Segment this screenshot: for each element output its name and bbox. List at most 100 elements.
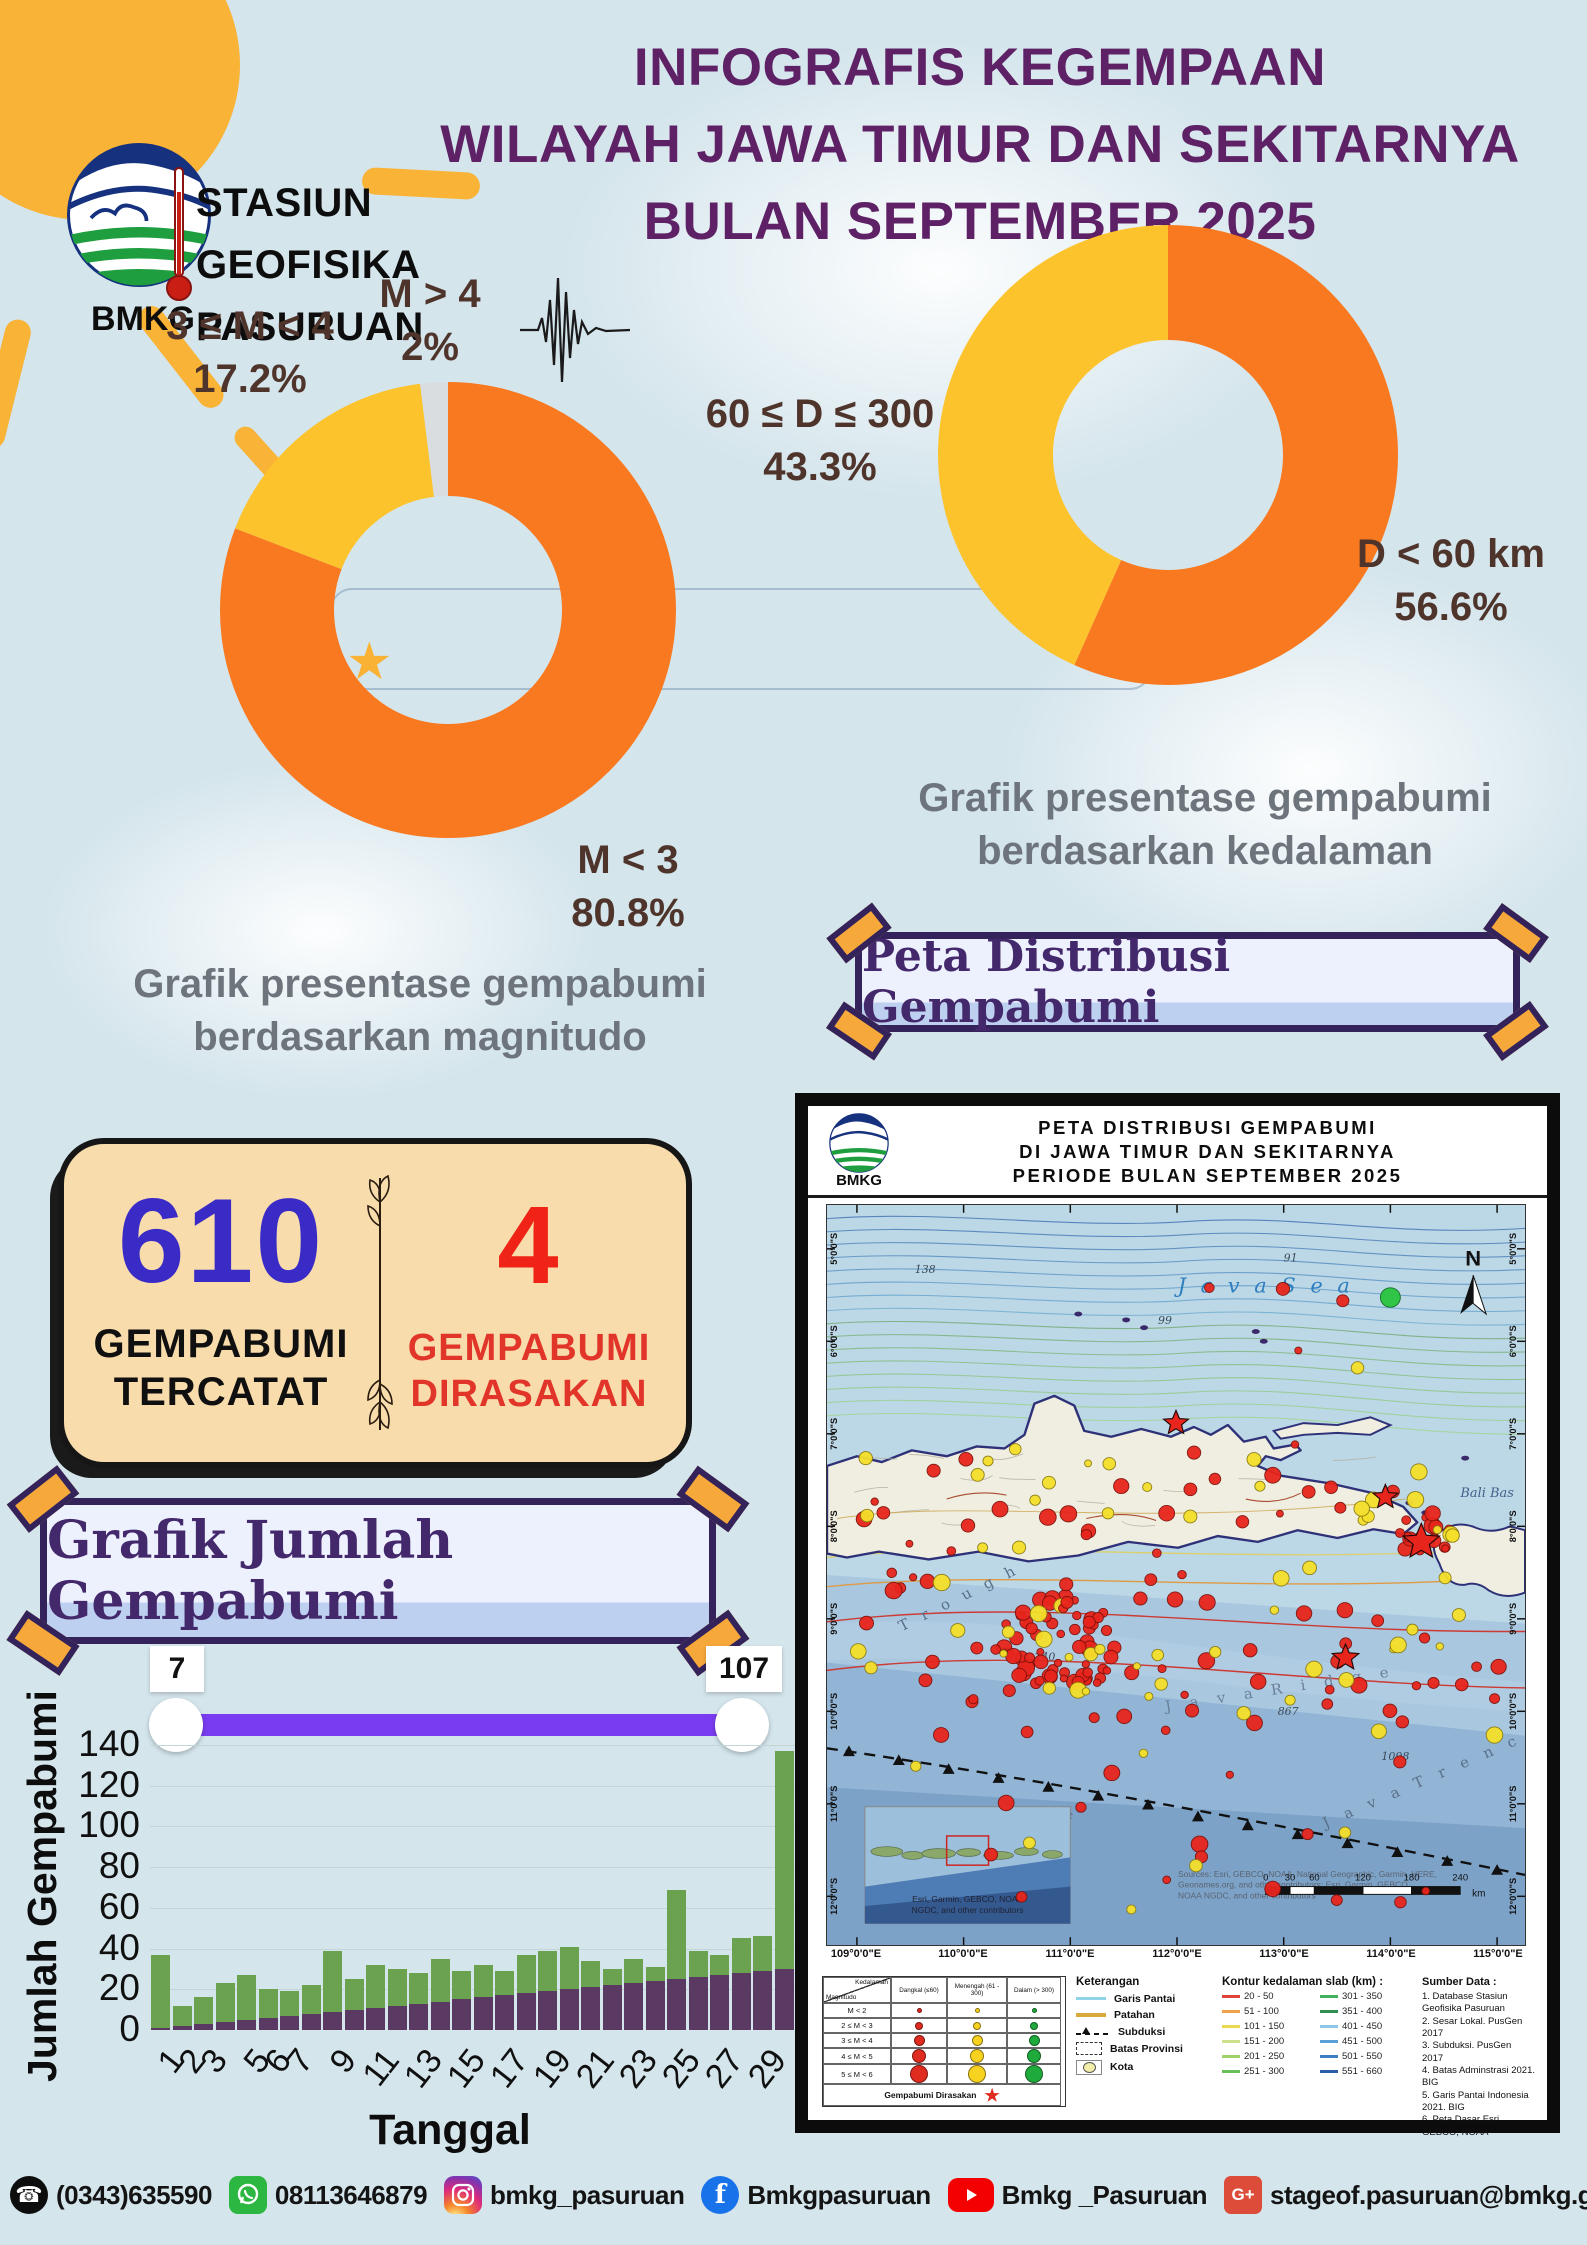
- bar-segment-lower: [172, 2025, 192, 2030]
- bar-segment-lower: [774, 1968, 794, 2030]
- y-tick-label: 40: [98, 1926, 140, 1968]
- y-tick-label: 80: [98, 1845, 140, 1887]
- range-slider-thumb-right[interactable]: [715, 1698, 769, 1752]
- bar-segment-daily: [710, 1954, 730, 1976]
- bar-segment-lower: [237, 2019, 257, 2030]
- contact-footer: ☎ (0343)635590 08113646879 bmkg_pasuruan f Bm…: [10, 2176, 1587, 2214]
- lon-tick-label: 110°0'0"E: [938, 1948, 988, 1960]
- whatsapp-icon: [228, 2176, 267, 2214]
- bar-segment-lower: [538, 1991, 558, 2030]
- station-name: STASIUN GEOFISIKA PASURUAN: [196, 172, 526, 358]
- bar-segment-lower: [559, 1989, 579, 2030]
- magnitude-depth-matrix: Kedalaman Magnitudo Dangkal (≤60) Menengah …: [822, 1976, 1066, 2107]
- bar-segment-lower: [409, 2003, 429, 2030]
- bar-segment-lower: [731, 1973, 751, 2030]
- bar-segment-lower: [516, 1993, 536, 2030]
- bar-segment-daily: [473, 1964, 493, 1998]
- station-line: PASURUAN: [196, 305, 424, 349]
- phone-icon: ☎: [10, 2176, 48, 2214]
- range-slider-thumb-left[interactable]: [149, 1698, 203, 1752]
- svg-text:10°0'0"S: 10°0'0"S: [1508, 1693, 1518, 1730]
- bar-segment-lower: [645, 1981, 665, 2030]
- station-line: STASIUN: [196, 181, 373, 225]
- svg-text:Esri, Garmin, GEBCO, NOAA: Esri, Garmin, GEBCO, NOAA: [912, 1894, 1023, 1904]
- donut-slice: [938, 225, 1398, 685]
- svg-text:867: 867: [1278, 1705, 1299, 1718]
- googleplus-icon: G+: [1224, 2176, 1263, 2214]
- facebook-icon: f: [701, 2176, 740, 2214]
- svg-text:138: 138: [915, 1263, 936, 1276]
- donut-slice-label-60d300: 60 ≤ D ≤ 300 43.3%: [705, 392, 935, 489]
- bar-segment-daily: [301, 1985, 321, 2014]
- felt-earthquake-star: [1330, 1642, 1361, 1670]
- svg-text:240: 240: [1452, 1873, 1468, 1883]
- keterangan-legend: Keterangan Garis Pantai Patahan Subduksi Bat…: [1076, 1976, 1183, 2075]
- contact-instagram[interactable]: bmkg_pasuruan: [444, 2176, 685, 2214]
- sun-ray-icon: [0, 316, 34, 452]
- contact-googleplus[interactable]: G+stageof.pasuruan@bmkg.go.id: [1224, 2176, 1587, 2214]
- contact-text: Bmkg _Pasuruan: [1001, 2179, 1208, 2210]
- divider-sprig-icon: [360, 1162, 400, 1451]
- youtube-icon: [947, 2178, 994, 2212]
- donut-slice-label-3m4: 3 ≤ M < 4 17.2%: [166, 304, 334, 401]
- slider-min-value: 7: [150, 1646, 204, 1692]
- svg-text:5°0'0"S: 5°0'0"S: [829, 1233, 839, 1265]
- bmkg-logo-text: BMKG: [91, 300, 195, 338]
- bar-segment-lower: [495, 1995, 515, 2030]
- magnitude-donut-caption: Grafik presentase gempabumi berdasarkan …: [133, 962, 707, 1059]
- bar-segment-daily: [581, 1960, 601, 1988]
- svg-text:6°0'0"S: 6°0'0"S: [1508, 1325, 1518, 1357]
- donut-slice-label-m4: M > 4 2%: [379, 272, 481, 369]
- thermometer-icon: [166, 162, 192, 317]
- bar-segment-daily: [151, 1954, 171, 2028]
- range-slider-track[interactable]: [176, 1714, 742, 1736]
- contact-whatsapp[interactable]: 08113646879: [228, 2176, 428, 2214]
- fault-swatch: [1076, 2013, 1106, 2017]
- contact-facebook[interactable]: f Bmkgpasuruan: [701, 2176, 931, 2214]
- svg-text:180: 180: [1404, 1873, 1420, 1883]
- felt-earthquake-star: [1401, 1521, 1441, 1559]
- bar-segment-daily: [366, 1964, 386, 2008]
- bar-segment-daily: [688, 1950, 708, 1978]
- statistics-card: 610 GEMPABUMI TERCATAT 4 GEMPABUMI DIRAS…: [58, 1138, 692, 1468]
- y-tick-label: 20: [98, 1967, 140, 2009]
- felt-label: GEMPABUMI DIRASAKAN: [407, 1327, 651, 1415]
- recorded-count: 610: [117, 1174, 325, 1308]
- bar-segment-daily: [645, 1966, 665, 1982]
- bar-segment-daily: [237, 1975, 257, 2020]
- bar-segment-daily: [516, 1954, 536, 1994]
- bar-segment-lower: [258, 2017, 278, 2030]
- slab-contour-legend: Kontur kedalaman slab (km) :20 - 50 301 -…: [1222, 1976, 1384, 2077]
- province-border-swatch: [1076, 2042, 1102, 2055]
- svg-text:60: 60: [1309, 1873, 1320, 1883]
- depth-donut-caption: Grafik presentase gempabumi berdasarkan …: [918, 776, 1492, 873]
- data-sources: Sumber Data :1. Database Stasiun Geofisi…: [1422, 1976, 1536, 2138]
- svg-text:99: 99: [1158, 1314, 1172, 1327]
- svg-text:7°0'0"S: 7°0'0"S: [1508, 1418, 1518, 1450]
- bar-segment-daily: [280, 1991, 300, 2016]
- contact-text: stageof.pasuruan@bmkg.go.id: [1270, 2179, 1587, 2210]
- bar-segment-lower: [215, 2021, 235, 2030]
- contact-text: 08113646879: [274, 2179, 428, 2210]
- bar-segment-lower: [430, 2001, 450, 2030]
- bar-segment-daily: [667, 1889, 687, 1980]
- contact-phone[interactable]: ☎ (0343)635590: [10, 2176, 212, 2214]
- seismogram-icon: [520, 270, 631, 395]
- svg-text:0: 0: [1263, 1873, 1268, 1883]
- svg-text:J a v a S e a: J a v a S e a: [1174, 1274, 1354, 1298]
- bar-segment-lower: [710, 1975, 730, 2030]
- donut-slice: [220, 382, 676, 838]
- svg-text:7°0'0"S: 7°0'0"S: [829, 1418, 839, 1450]
- felt-count: 4: [497, 1184, 561, 1307]
- bar-segment-daily: [753, 1936, 773, 1971]
- svg-text:120: 120: [1355, 1873, 1371, 1883]
- bar-segment-lower: [151, 2027, 171, 2030]
- svg-text:N: N: [1465, 1246, 1481, 1271]
- page-title: INFOGRAFIS KEGEMPAAN WILAYAH JAWA TIMUR …: [380, 30, 1580, 261]
- bmkg-logo-text: BMKG: [836, 1172, 882, 1189]
- lon-tick-label: 109°0'0"E: [830, 1948, 882, 1960]
- contact-youtube[interactable]: Bmkg _Pasuruan: [947, 2178, 1208, 2212]
- longitude-labels: 109°0'0"E 110°0'0"E 111°0'0"E 112°0'0"E 113°…: [808, 1946, 1547, 1970]
- donut-slice-label-m3: M < 3 80.8%: [571, 838, 685, 935]
